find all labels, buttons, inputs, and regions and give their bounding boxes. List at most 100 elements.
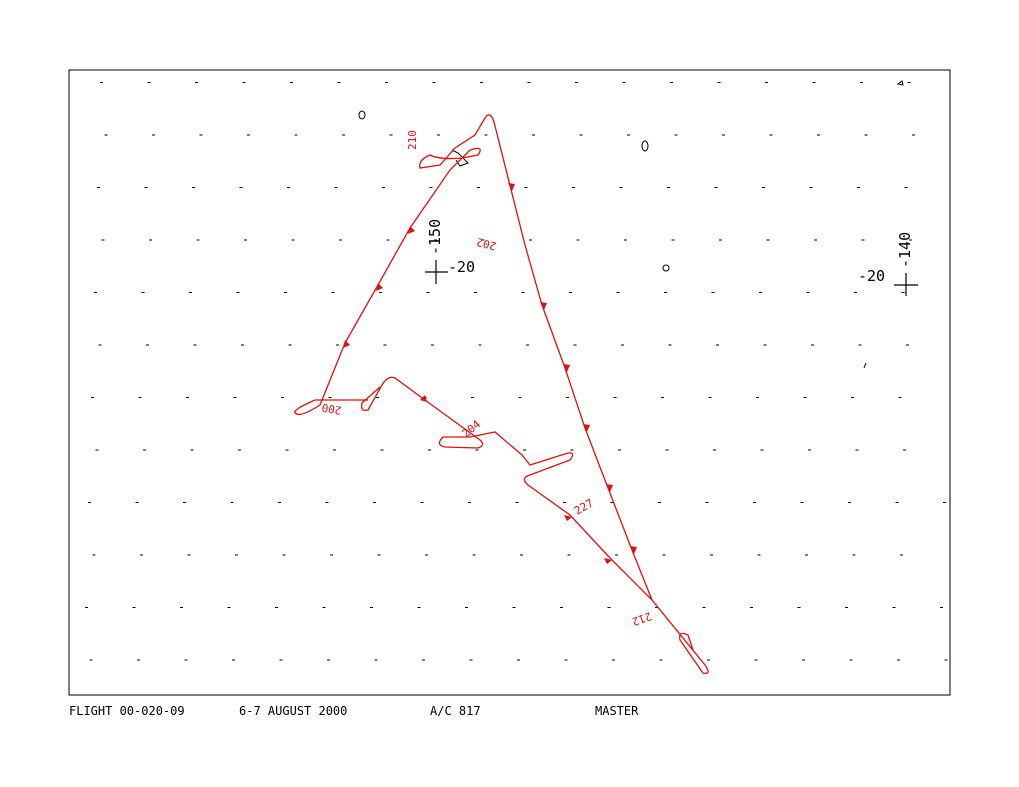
- grid-dot: [434, 239, 437, 241]
- track-label: 212: [630, 609, 653, 628]
- grid-dot: [285, 449, 289, 451]
- grid-dot: [613, 397, 617, 398]
- grid-dot: [861, 239, 865, 241]
- grid-dot: [852, 554, 856, 556]
- grid-dot: [762, 187, 765, 188]
- grid-dot: [189, 292, 192, 293]
- grid-dot: [137, 659, 140, 661]
- grid-dot: [187, 554, 191, 556]
- grid-dot: [622, 82, 626, 83]
- grid-dot: [241, 344, 244, 346]
- grid-dot: [624, 239, 627, 241]
- grid-dot: [91, 397, 94, 398]
- grid-dot: [88, 502, 91, 503]
- grid-dot: [328, 397, 332, 398]
- grid-dot: [800, 502, 804, 503]
- grid-dot: [674, 134, 678, 136]
- grid-dot: [478, 344, 482, 346]
- grid-dot: [184, 659, 188, 661]
- grid-dot: [95, 449, 99, 451]
- grid-dot: [475, 449, 479, 451]
- grid-dot: [193, 344, 197, 346]
- grid-dot: [288, 344, 292, 346]
- track-label: 200: [321, 401, 343, 417]
- grid-dot: [529, 239, 532, 241]
- grid-dot: [707, 659, 710, 661]
- grid-dot: [667, 187, 670, 188]
- grid-dot: [572, 187, 575, 188]
- map-frame: [68, 69, 951, 696]
- grid-dot: [290, 82, 293, 83]
- grid-dot: [232, 659, 235, 661]
- grid-dot: [616, 292, 620, 293]
- grid-dot: [275, 607, 278, 608]
- grid-dot: [199, 134, 203, 136]
- grid-dot: [180, 607, 183, 608]
- grid-dot: [814, 239, 817, 241]
- grid-dot: [909, 239, 912, 241]
- grid-dot: [417, 607, 421, 608]
- grid-dot: [802, 659, 805, 661]
- grid-dot: [334, 187, 338, 188]
- grid-dot: [327, 659, 330, 661]
- grid-dot: [527, 82, 531, 83]
- grid-dot: [566, 397, 569, 398]
- grid-dot: [892, 607, 896, 608]
- track-label: 210: [406, 130, 419, 150]
- grid-dot: [812, 82, 816, 83]
- grid-dot: [104, 134, 108, 136]
- grid-dot: [671, 239, 675, 241]
- grid-dot: [515, 502, 519, 503]
- grid-dot: [713, 449, 716, 451]
- grid-dot: [432, 82, 436, 83]
- grid-dot: [287, 187, 290, 188]
- grid-dot: [325, 502, 329, 503]
- grid-dot: [190, 449, 194, 451]
- grid-dot: [141, 292, 145, 293]
- grid-dot: [474, 292, 477, 293]
- track-label: 202: [475, 235, 498, 253]
- flight-track: [294, 114, 709, 674]
- grid-dot: [904, 187, 908, 188]
- lat-label: -20: [448, 258, 475, 276]
- grid-dot: [560, 607, 563, 608]
- grid-dot: [146, 344, 149, 346]
- grid-dot: [230, 502, 234, 503]
- grid-dot: [100, 82, 103, 83]
- grid-dot: [569, 292, 572, 293]
- grid-dot: [242, 82, 246, 83]
- lat-label: -20: [858, 267, 885, 285]
- grid-dot: [138, 397, 142, 398]
- grid-dot: [97, 187, 100, 188]
- grid-dot: [244, 239, 247, 241]
- grid-dot: [716, 344, 719, 346]
- grid-dot: [532, 134, 535, 136]
- grid-dot: [940, 607, 943, 608]
- grid-dot: [710, 554, 713, 556]
- grid-dot: [900, 554, 903, 556]
- grid-dot: [615, 554, 618, 556]
- grid-dot: [898, 397, 902, 398]
- grid-dot: [518, 397, 522, 398]
- grid-dot: [848, 502, 851, 503]
- grid-dot: [809, 187, 813, 188]
- grid-dot: [805, 554, 808, 556]
- grid-dot: [797, 607, 801, 608]
- grid-dot: [428, 449, 431, 451]
- grid-dot: [573, 344, 577, 346]
- grid-dot: [336, 344, 339, 346]
- grid-dot: [576, 239, 580, 241]
- grid-dot: [431, 344, 434, 346]
- grid-dot: [143, 449, 146, 451]
- grid-dot: [858, 344, 862, 346]
- grid-dot: [429, 187, 433, 188]
- grid-dot: [943, 502, 946, 503]
- grid-dot: [373, 502, 376, 503]
- grid-dot: [901, 292, 905, 293]
- mode: MASTER: [595, 704, 639, 718]
- grid-dot: [383, 344, 387, 346]
- grid-dot: [386, 239, 390, 241]
- grid-dot: [192, 187, 195, 188]
- grid-dot: [144, 187, 148, 188]
